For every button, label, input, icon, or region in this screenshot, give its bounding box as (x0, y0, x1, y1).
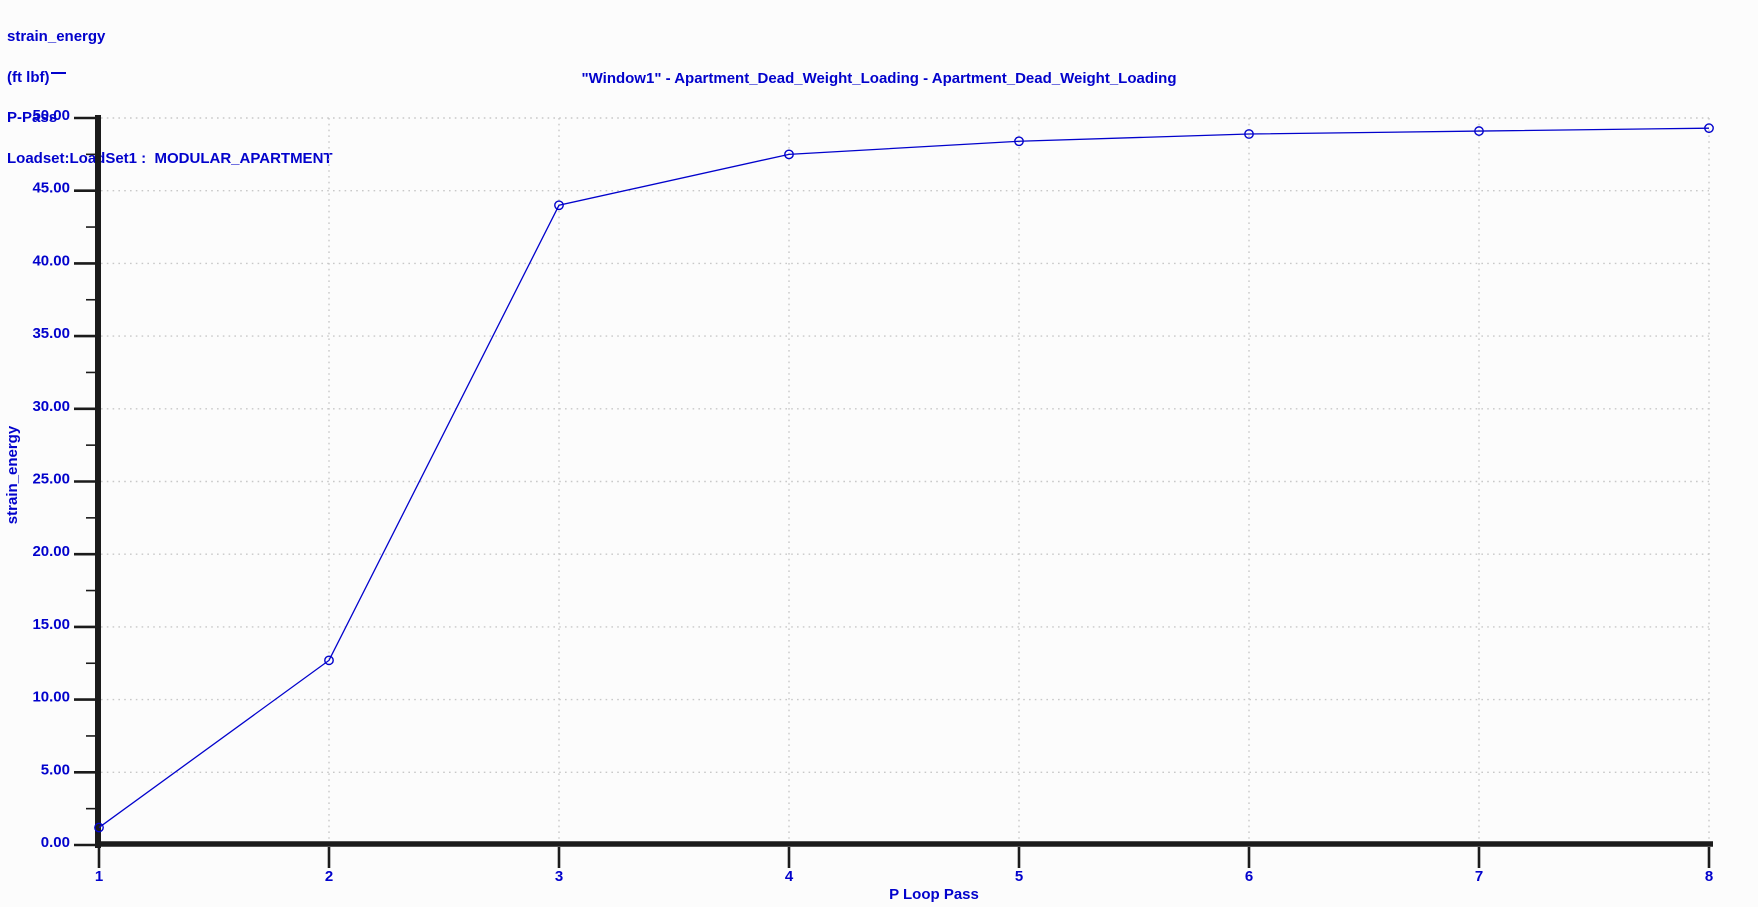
x-tick-label: 6 (1245, 868, 1253, 885)
chart-title: "Window1" - Apartment_Dead_Weight_Loadin… (581, 70, 1177, 87)
x-tick-label: 8 (1705, 868, 1713, 885)
y-tick-label: 10.00 (32, 689, 70, 706)
x-tick-label: 1 (95, 868, 103, 885)
x-axis-label: P Loop Pass (889, 886, 979, 903)
x-tick-label: 5 (1015, 868, 1023, 885)
y-tick-label: 0.00 (41, 834, 70, 851)
legend-series-name: strain_energy (7, 28, 106, 45)
data-line (98, 127, 1710, 829)
y-axis-label: strain_energy (4, 425, 21, 524)
data-point-marker (784, 149, 794, 160)
series-line-sample-icon (51, 71, 67, 74)
y-tick-label: 5.00 (41, 761, 70, 778)
legend-loadset: Loadset:LoadSet1 : MODULAR_APARTMENT (7, 149, 333, 167)
y-tick-label: 20.00 (32, 543, 70, 560)
legend-x-quantity: P-Pass (7, 109, 58, 126)
y-tick-label: 35.00 (32, 325, 70, 342)
y-tick-label: 45.00 (32, 180, 70, 197)
data-point-marker (324, 655, 334, 666)
x-tick-label: 7 (1475, 868, 1483, 885)
data-point-marker (554, 200, 564, 211)
legend: strain_energy (ft lbf) P-Pass Loadset:Lo… (7, 3, 333, 179)
data-point-marker (1244, 129, 1254, 139)
x-tick-label: 4 (785, 868, 794, 885)
y-tick-label: 25.00 (32, 471, 70, 488)
data-point-marker (1474, 126, 1484, 136)
data-point-marker (1014, 136, 1024, 147)
legend-units: (ft lbf) (7, 68, 50, 86)
y-tick-label: 40.00 (32, 252, 70, 269)
y-tick-label: 15.00 (32, 616, 70, 633)
chart-generated-layer: 0.00 5.00 10.00 15.00 20.00 25.00 30.00 35.00 40… (32, 107, 1714, 885)
x-tick-label: 3 (555, 868, 563, 885)
data-point-marker (1704, 123, 1714, 134)
legend-units-row: (ft lbf) (7, 68, 333, 86)
y-tick-label: 30.00 (32, 398, 70, 415)
y-tick-label: 50.00 (32, 107, 70, 124)
x-tick-label: 2 (325, 868, 333, 885)
data-point-marker (94, 822, 104, 833)
